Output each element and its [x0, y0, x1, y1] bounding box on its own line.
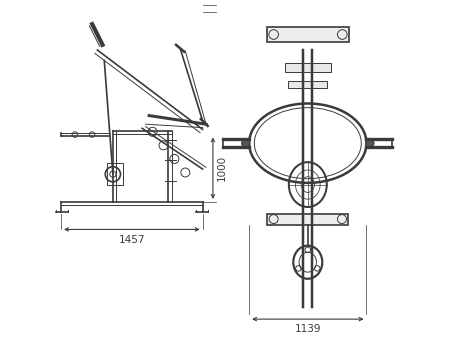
- Bar: [267, 27, 348, 42]
- Text: 1457: 1457: [119, 235, 145, 245]
- Bar: [285, 63, 331, 71]
- Bar: [288, 81, 328, 88]
- Circle shape: [242, 139, 250, 147]
- Circle shape: [366, 139, 374, 147]
- Text: 1139: 1139: [295, 325, 321, 334]
- Bar: [107, 163, 123, 185]
- Text: 1000: 1000: [217, 155, 227, 181]
- Bar: [267, 214, 348, 225]
